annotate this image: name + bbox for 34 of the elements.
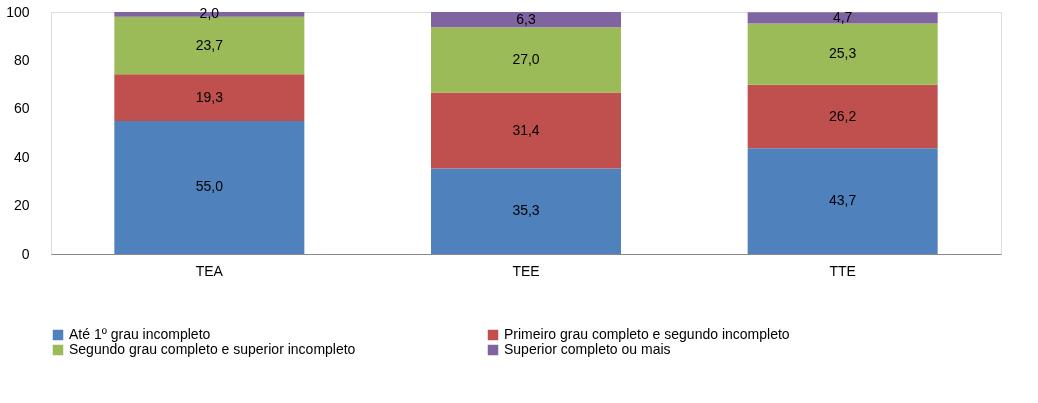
x-tick-label: TEE xyxy=(512,262,540,279)
y-tick-label: 20 xyxy=(13,197,30,214)
bar xyxy=(114,74,305,121)
data-label: 23,7 xyxy=(195,36,224,53)
y-tick-label: 60 xyxy=(13,100,30,117)
y-tick-label: 80 xyxy=(13,51,30,68)
bar xyxy=(747,12,938,24)
y-tick-label: 0 xyxy=(21,245,30,262)
x-tick-label: TTE xyxy=(829,262,856,279)
data-label: 35,3 xyxy=(512,202,540,219)
data-label: 6,3 xyxy=(516,10,536,27)
bar xyxy=(747,23,938,85)
data-label: 25,3 xyxy=(829,45,857,62)
bar xyxy=(431,92,621,169)
data-label: 55,0 xyxy=(195,178,224,195)
legend-label: Primeiro grau completo e segundo incompleto xyxy=(504,326,790,342)
y-tick-label: 100 xyxy=(6,3,30,20)
bar xyxy=(431,12,621,28)
data-label: 31,4 xyxy=(512,121,540,138)
x-tick-label: TEA xyxy=(195,262,224,279)
data-label: 19,3 xyxy=(195,88,224,105)
bar xyxy=(747,84,938,149)
legend-label: Superior completo ou mais xyxy=(504,341,671,357)
bar xyxy=(431,168,621,254)
bar xyxy=(114,120,305,254)
bar xyxy=(747,148,938,254)
data-label: 26,2 xyxy=(829,107,857,124)
data-label: 4,7 xyxy=(832,8,853,25)
bar xyxy=(431,27,621,93)
legend-label: Até 1º grau incompleto xyxy=(69,326,211,342)
data-label: 43,7 xyxy=(829,192,857,209)
y-tick-label: 40 xyxy=(13,148,30,165)
data-label: 27,0 xyxy=(512,50,540,67)
legend-label: Segundo grau completo e superior incompleto xyxy=(69,341,356,357)
